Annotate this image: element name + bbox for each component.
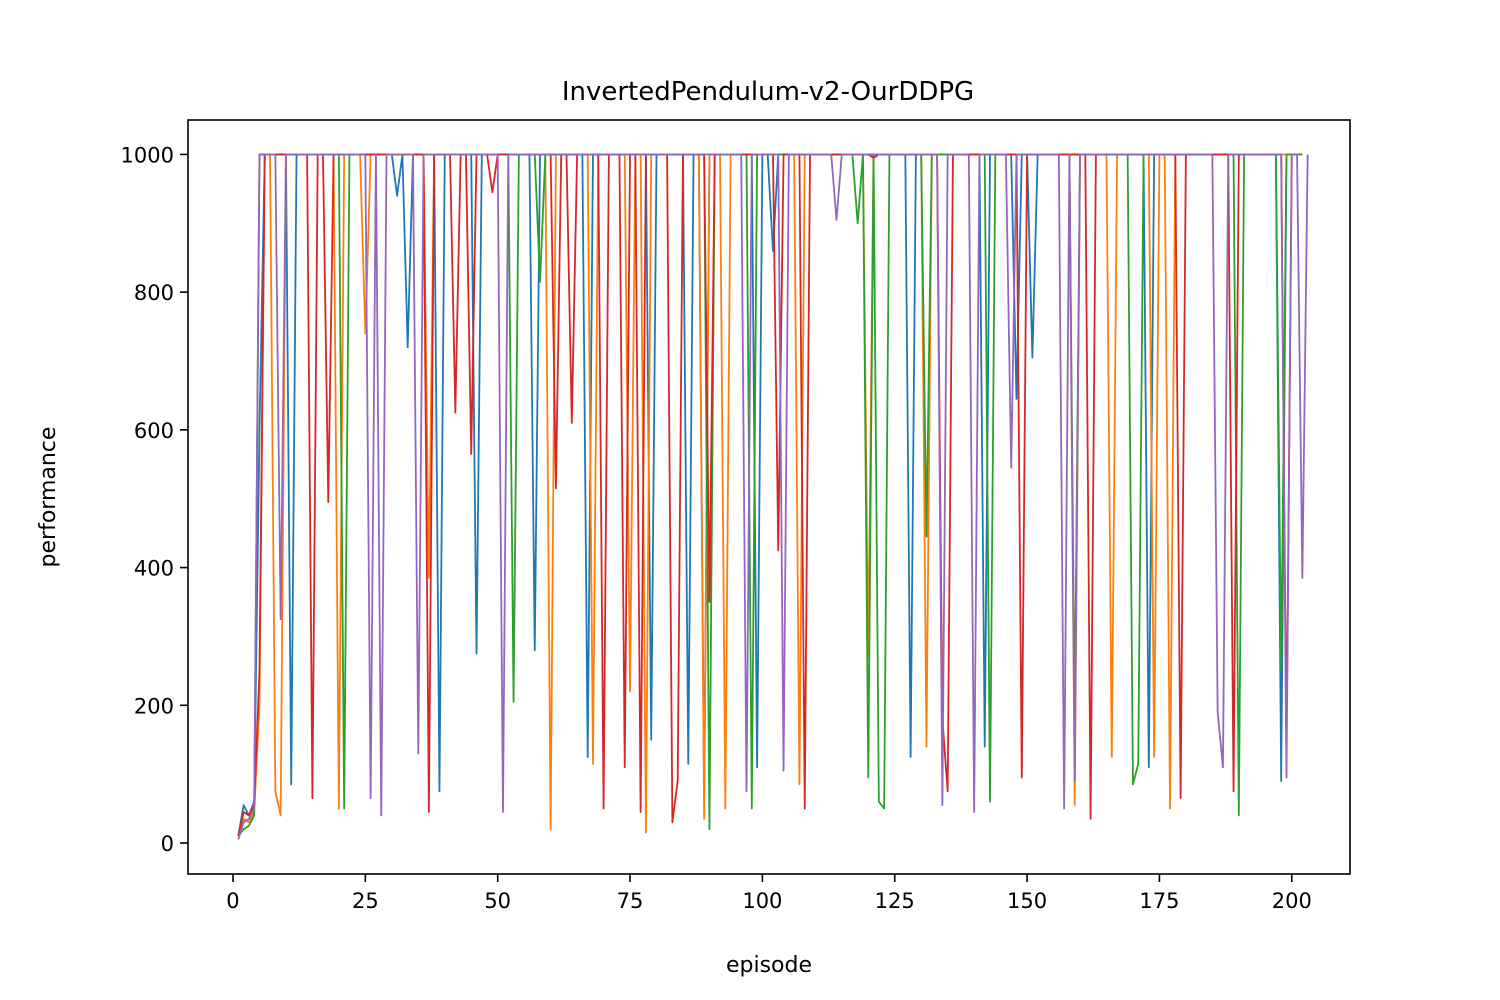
y-tick-label: 600 (134, 419, 174, 443)
y-tick-label: 400 (134, 557, 174, 581)
x-tick-label: 200 (1272, 889, 1312, 913)
y-tick-label: 1000 (121, 143, 174, 167)
x-tick-label: 75 (617, 889, 644, 913)
series-line-4 (237, 153, 1293, 837)
series-line-5 (237, 153, 1309, 840)
y-tick-label: 200 (134, 694, 174, 718)
y-tick-label: 0 (161, 832, 174, 856)
x-tick-label: 150 (1007, 889, 1047, 913)
y-axis-label: performance (36, 427, 61, 568)
x-tick-label: 25 (352, 889, 379, 913)
y-tick-label: 800 (134, 281, 174, 305)
series-layer (237, 153, 1309, 840)
x-tick-label: 125 (875, 889, 915, 913)
x-tick-label: 50 (484, 889, 511, 913)
ticks-layer: 0 25 50 75 100 125 150 175 200 0 200 400 600 800 1000 (121, 143, 1312, 913)
x-tick-label: 175 (1139, 889, 1179, 913)
x-tick-label: 100 (742, 889, 782, 913)
chart-title: InvertedPendulum-v2-OurDDPG (562, 77, 974, 107)
plot-frame (187, 119, 1351, 875)
series-line-1 (237, 153, 1292, 837)
x-tick-label: 0 (226, 889, 239, 913)
series-line-3 (237, 153, 1303, 837)
x-axis-label: episode (726, 953, 812, 978)
